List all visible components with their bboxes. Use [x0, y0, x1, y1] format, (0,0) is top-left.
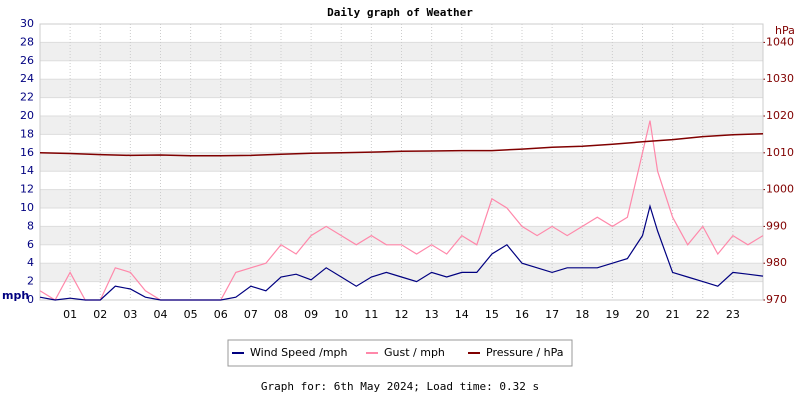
- y2-tick-label: 1020: [766, 109, 794, 122]
- x-tick-label: 09: [304, 308, 318, 321]
- x-tick-label: 22: [696, 308, 710, 321]
- x-tick-label: 15: [485, 308, 499, 321]
- y-tick-label: 8: [27, 219, 34, 232]
- y-tick-label: 0: [27, 293, 34, 306]
- y-tick-label: 24: [20, 72, 34, 85]
- legend-label: Gust / mph: [384, 346, 445, 359]
- x-tick-label: 04: [154, 308, 168, 321]
- y2-tick-label: 1000: [766, 183, 794, 196]
- y-tick-label: 26: [20, 54, 34, 67]
- chart-title: Daily graph of Weather: [327, 6, 473, 19]
- y-tick-label: 18: [20, 127, 34, 140]
- x-tick-label: 13: [425, 308, 439, 321]
- x-tick-label: 03: [123, 308, 137, 321]
- x-tick-label: 10: [334, 308, 348, 321]
- x-tick-label: 14: [455, 308, 469, 321]
- x-tick-label: 12: [395, 308, 409, 321]
- y-tick-label: 10: [20, 201, 34, 214]
- y-tick-label: 22: [20, 91, 34, 104]
- x-tick-label: 06: [214, 308, 228, 321]
- plot-border: [39, 23, 764, 301]
- y2-axis-label: hPa: [775, 24, 795, 37]
- x-tick-label: 23: [726, 308, 740, 321]
- x-tick-label: 20: [636, 308, 650, 321]
- series-line: [39, 203, 764, 301]
- y-tick-label: 12: [20, 183, 34, 196]
- x-tick-label: 17: [545, 308, 559, 321]
- legend-box: [227, 339, 573, 367]
- y2-tick-label: 1040: [766, 35, 794, 48]
- x-tick-label: 11: [364, 308, 378, 321]
- grid-band: [40, 116, 763, 135]
- series-line: [39, 132, 764, 157]
- y-tick-label: 28: [20, 35, 34, 48]
- y-tick-label: 6: [27, 238, 34, 251]
- x-tick-label: 07: [244, 308, 258, 321]
- y2-tick-label: 970: [766, 293, 787, 306]
- y2-tick-label: 980: [766, 256, 787, 269]
- x-tick-label: 19: [605, 308, 619, 321]
- y-tick-label: 16: [20, 146, 34, 159]
- grid-band: [40, 263, 763, 282]
- y-axis-label: mph: [2, 289, 29, 302]
- y-tick-label: 2: [27, 275, 34, 288]
- x-tick-label: 21: [666, 308, 680, 321]
- y-tick-label: 14: [20, 164, 34, 177]
- x-tick-label: 18: [575, 308, 589, 321]
- x-tick-label: 16: [515, 308, 529, 321]
- x-tick-label: 05: [184, 308, 198, 321]
- x-tick-label: 01: [63, 308, 77, 321]
- x-tick-label: 02: [93, 308, 107, 321]
- legend-label: Wind Speed /mph: [250, 346, 348, 359]
- legend-label: Pressure / hPa: [486, 346, 564, 359]
- y2-tick-label: 1010: [766, 146, 794, 159]
- y2-tick-label: 990: [766, 219, 787, 232]
- grid-band: [40, 226, 763, 245]
- y2-tick-label: 1030: [766, 72, 794, 85]
- y-tick-label: 20: [20, 109, 34, 122]
- x-tick-label: 08: [274, 308, 288, 321]
- y-tick-label: 30: [20, 17, 34, 30]
- footer: Graph for: 6th May 2024; Load time: 0.32…: [261, 380, 539, 393]
- y-tick-label: 4: [27, 256, 34, 269]
